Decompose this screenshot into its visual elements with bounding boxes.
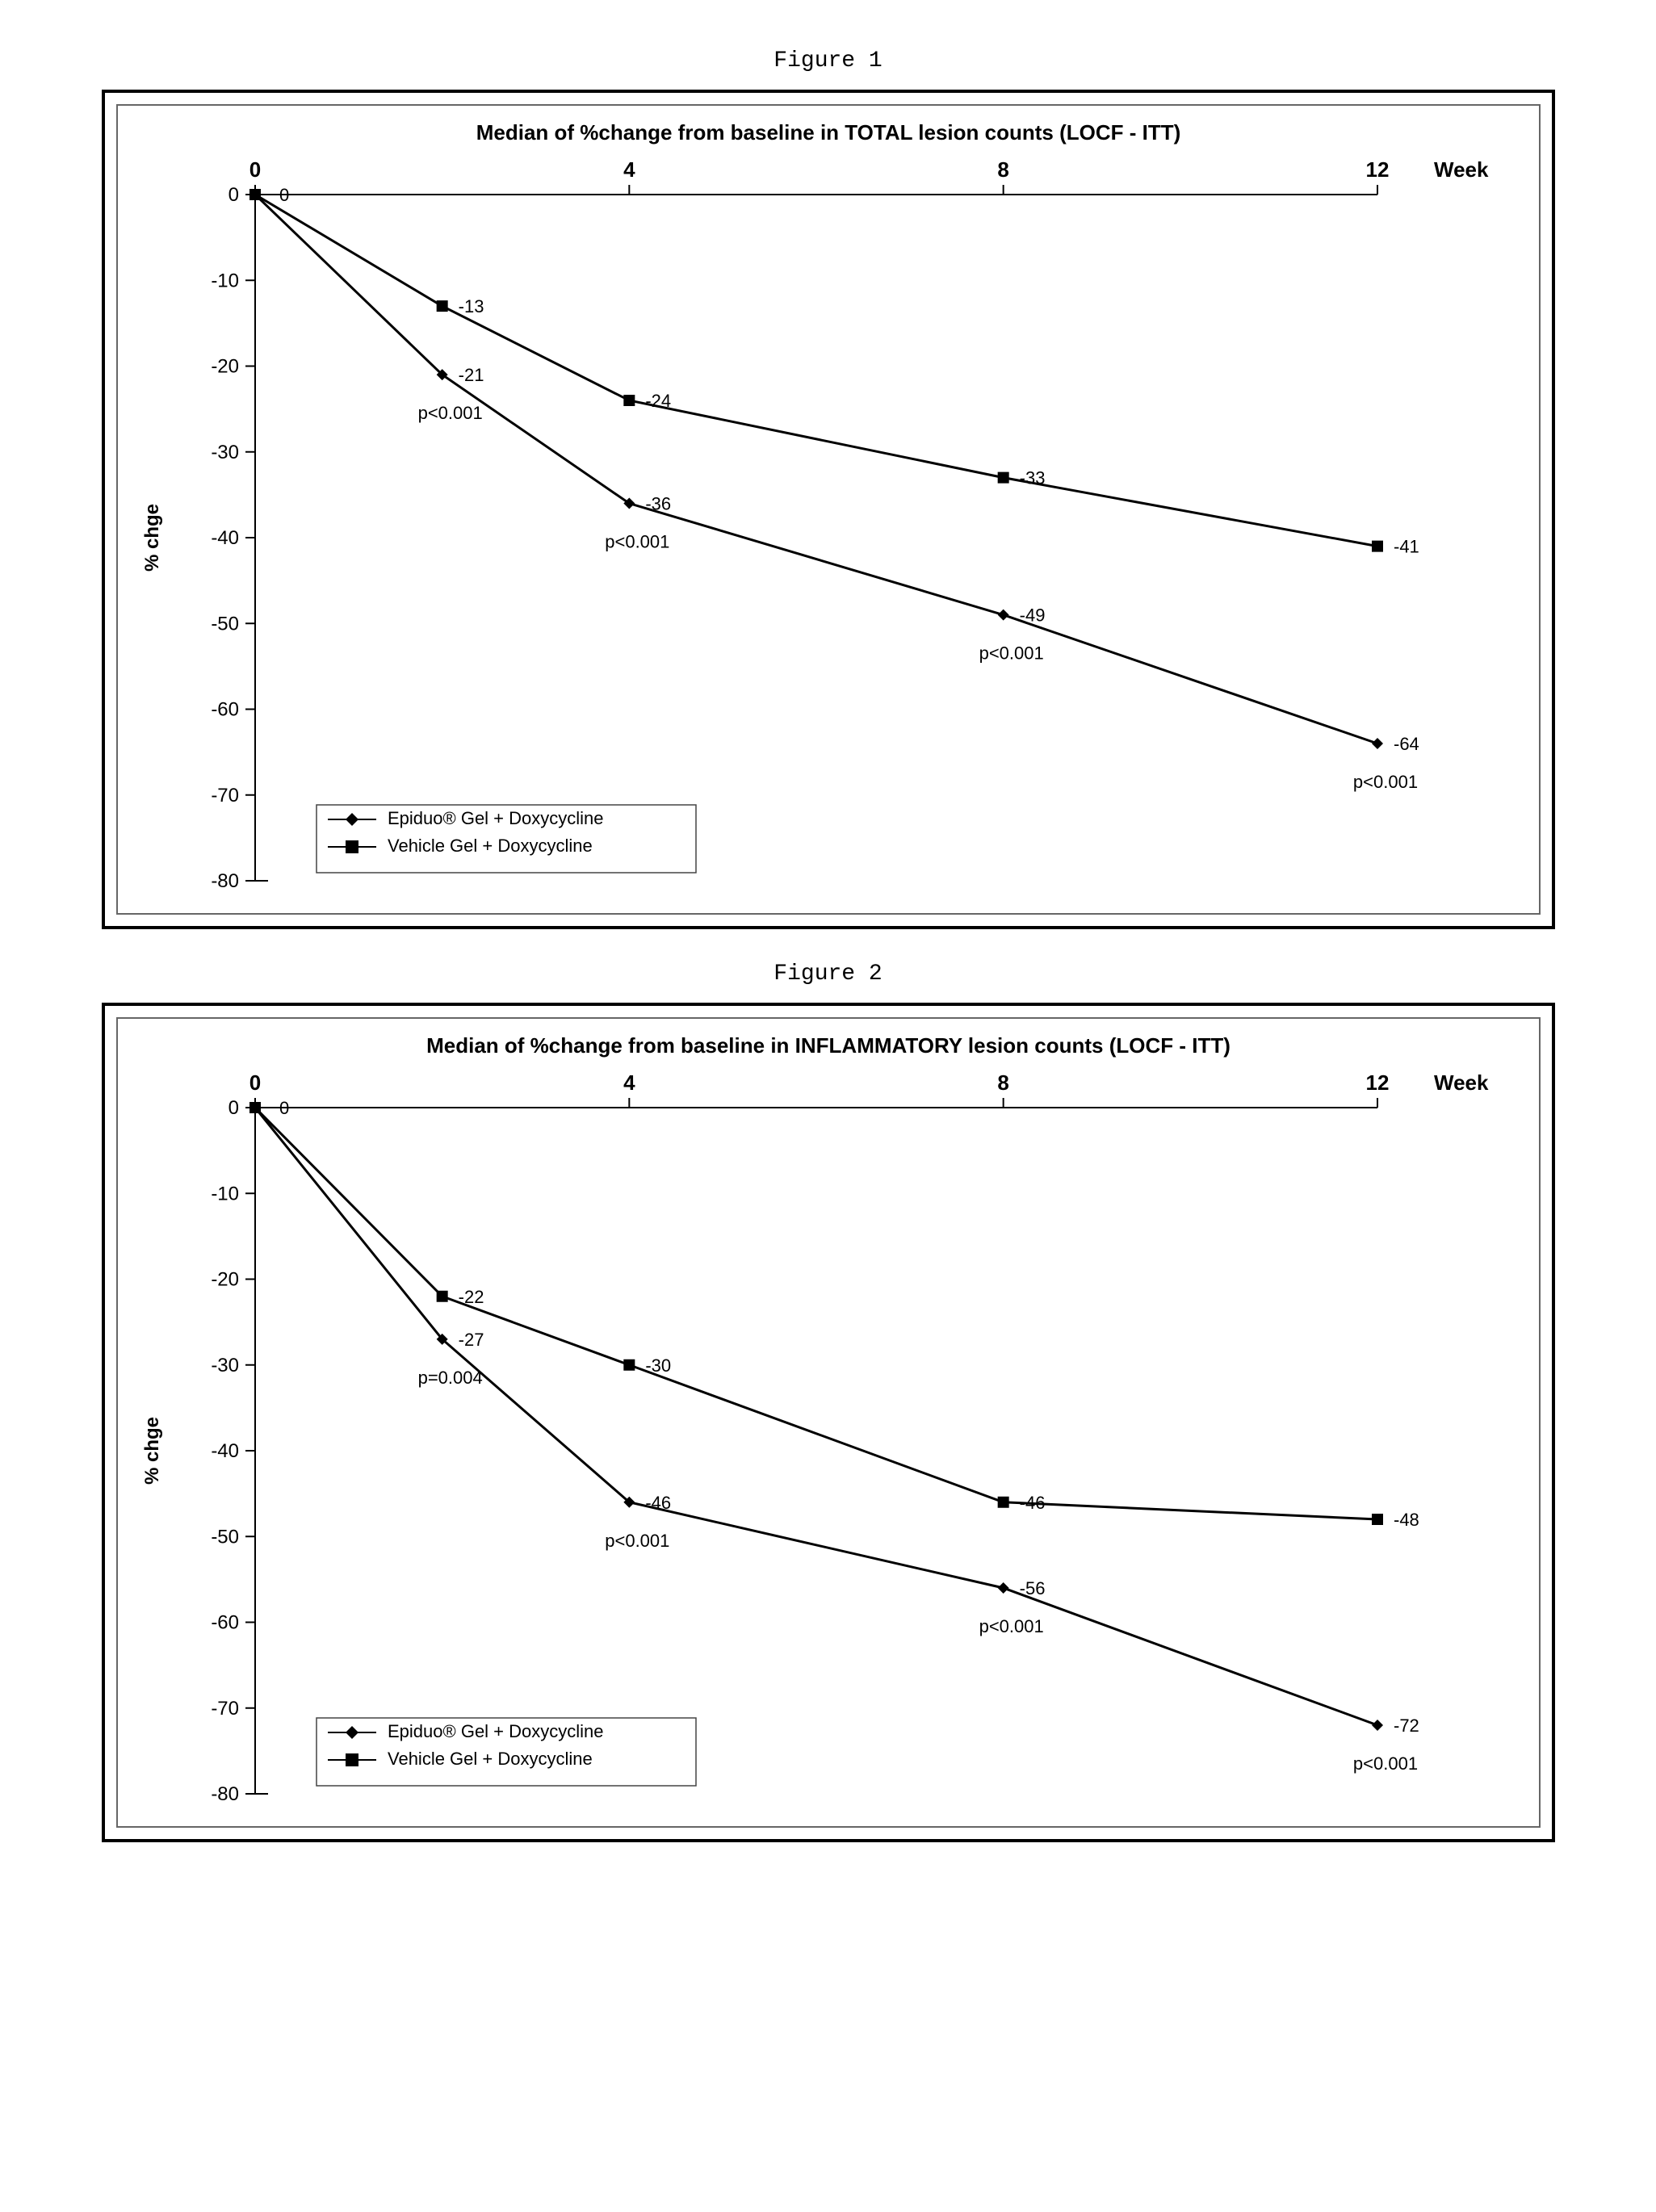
y-tick-label: -10 (211, 1183, 239, 1204)
y-tick-label: -30 (211, 442, 239, 463)
data-label: -72 (1394, 1716, 1419, 1736)
series-line (255, 195, 1377, 547)
x-tick-label: 12 (1365, 1070, 1389, 1095)
square-marker (249, 189, 261, 200)
y-tick-label: -70 (211, 1698, 239, 1720)
x-tick-label: 4 (623, 157, 635, 182)
y-tick-label: -40 (211, 1440, 239, 1462)
square-marker (623, 395, 635, 406)
series-line (255, 195, 1377, 744)
data-label: -24 (645, 391, 671, 411)
p-value-label: p<0.001 (1352, 772, 1417, 792)
data-label: -33 (1019, 468, 1045, 488)
data-label: -27 (458, 1330, 484, 1350)
y-tick-label: -30 (211, 1355, 239, 1376)
series-line (255, 1108, 1377, 1725)
data-label: -48 (1394, 1510, 1419, 1530)
legend-label: Vehicle Gel + Doxycycline (388, 1749, 593, 1769)
y-tick-label: -80 (211, 870, 239, 892)
y-tick-label: -40 (211, 527, 239, 549)
p-value-label: p=0.004 (417, 1368, 482, 1388)
y-tick-label: -20 (211, 1269, 239, 1291)
data-label: -36 (645, 494, 671, 514)
x-tick-label: 12 (1365, 157, 1389, 182)
data-label: -46 (645, 1493, 671, 1513)
x-tick-label: 8 (997, 1070, 1008, 1095)
y-tick-label: -60 (211, 1612, 239, 1634)
x-tick-label: 0 (249, 157, 260, 182)
y-tick-label: -10 (211, 270, 239, 291)
figure2-outer-frame: Median of %change from baseline in INFLA… (102, 1003, 1555, 1842)
y-tick-label: -80 (211, 1783, 239, 1805)
square-marker (997, 1497, 1008, 1508)
diamond-marker (1372, 1720, 1383, 1731)
y-tick-label: 0 (228, 1097, 238, 1119)
y-axis-label: % chge (141, 1417, 163, 1485)
x-tick-label: 0 (249, 1070, 260, 1095)
chart-title: Median of %change from baseline in INFLA… (426, 1033, 1230, 1058)
square-marker (436, 1291, 447, 1302)
figure1-outer-frame: Median of %change from baseline in TOTAL… (102, 90, 1555, 929)
square-marker (436, 300, 447, 312)
data-label: -49 (1019, 605, 1045, 626)
legend-square-icon (346, 840, 358, 853)
x-tick-label: 4 (623, 1070, 635, 1095)
y-tick-label: -20 (211, 356, 239, 378)
data-label: -30 (645, 1355, 671, 1376)
figure1-chart: Median of %change from baseline in TOTAL… (118, 106, 1539, 913)
data-label: -41 (1394, 537, 1419, 557)
x-axis-title: Week (1434, 1070, 1489, 1095)
p-value-label: p<0.001 (605, 532, 669, 552)
p-value-label: p<0.001 (605, 1531, 669, 1551)
legend-diamond-icon (346, 1726, 358, 1739)
figure2-caption: Figure 2 (32, 961, 1624, 987)
data-label: -46 (1019, 1493, 1045, 1513)
data-label: 0 (279, 185, 289, 205)
y-tick-label: -60 (211, 699, 239, 721)
legend-label: Vehicle Gel + Doxycycline (388, 836, 593, 856)
x-tick-label: 8 (997, 157, 1008, 182)
data-label: -56 (1019, 1578, 1045, 1598)
data-label: -22 (458, 1287, 484, 1307)
figure1-inner-frame: Median of %change from baseline in TOTAL… (116, 104, 1541, 915)
p-value-label: p<0.001 (979, 643, 1043, 664)
y-tick-label: -50 (211, 1526, 239, 1548)
legend-label: Epiduo® Gel + Doxycycline (388, 1721, 604, 1741)
square-marker (249, 1102, 261, 1113)
chart-title: Median of %change from baseline in TOTAL… (476, 120, 1180, 145)
diamond-marker (1372, 738, 1383, 749)
square-marker (623, 1359, 635, 1371)
data-label: -13 (458, 296, 484, 316)
legend-square-icon (346, 1753, 358, 1766)
square-marker (1372, 541, 1383, 552)
p-value-label: p<0.001 (1352, 1753, 1417, 1774)
data-label: 0 (279, 1098, 289, 1118)
data-label: -64 (1394, 734, 1419, 754)
x-axis-title: Week (1434, 157, 1489, 182)
y-tick-label: 0 (228, 184, 238, 206)
figure2-chart: Median of %change from baseline in INFLA… (118, 1019, 1539, 1826)
square-marker (1372, 1514, 1383, 1525)
series-line (255, 1108, 1377, 1519)
diamond-marker (997, 1582, 1008, 1594)
p-value-label: p<0.001 (417, 403, 482, 423)
diamond-marker (997, 610, 1008, 621)
square-marker (997, 472, 1008, 484)
figure2-inner-frame: Median of %change from baseline in INFLA… (116, 1017, 1541, 1828)
p-value-label: p<0.001 (979, 1616, 1043, 1636)
y-axis-label: % chge (141, 504, 163, 572)
figure1-caption: Figure 1 (32, 48, 1624, 73)
legend-label: Epiduo® Gel + Doxycycline (388, 808, 604, 828)
data-label: -21 (458, 365, 484, 385)
y-tick-label: -50 (211, 613, 239, 635)
y-tick-label: -70 (211, 785, 239, 806)
legend-diamond-icon (346, 813, 358, 826)
